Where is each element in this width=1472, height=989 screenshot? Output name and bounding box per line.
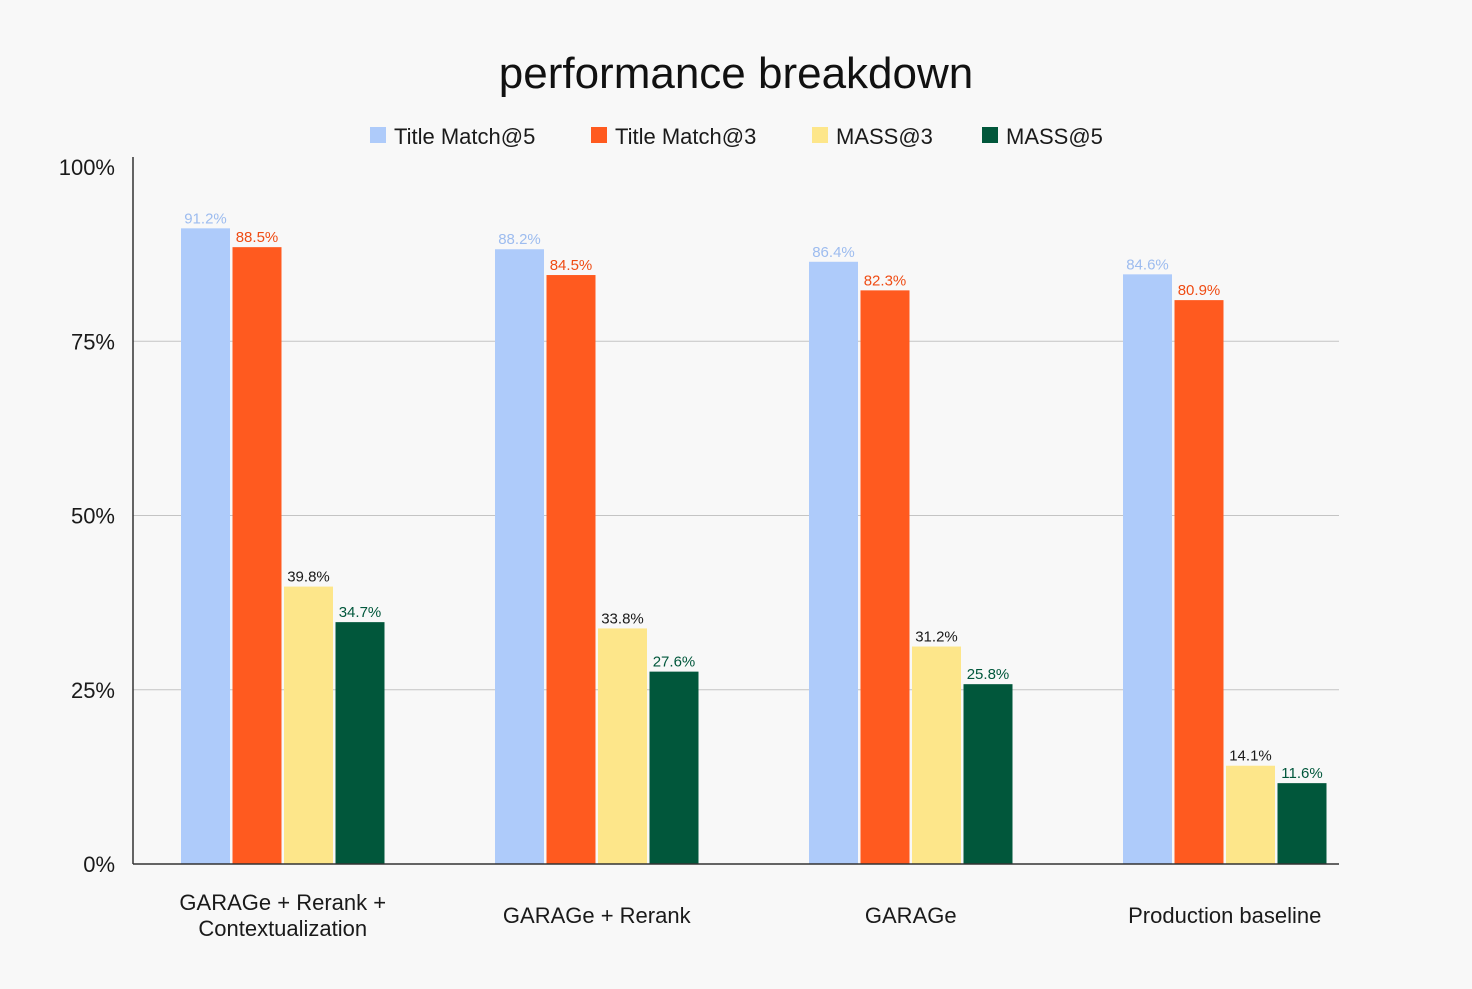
- bar: [963, 684, 1013, 864]
- y-tick-label: 100%: [59, 155, 115, 180]
- bar: [495, 249, 544, 865]
- bar: [284, 586, 333, 864]
- y-tick-label: 0%: [83, 852, 115, 877]
- legend-label: Title Match@3: [615, 124, 756, 149]
- bar: [809, 261, 858, 864]
- legend-label: MASS@5: [1006, 124, 1103, 149]
- data-label: 91.2%: [184, 210, 227, 227]
- data-label: 84.5%: [550, 257, 593, 274]
- x-category-label: GARAGe: [865, 903, 957, 928]
- bar: [1226, 765, 1275, 864]
- bar: [335, 622, 385, 864]
- x-category-label: GARAGe + Rerank + Contextualization: [179, 890, 386, 941]
- chart-title: performance breakdown: [499, 49, 973, 98]
- data-label: 27.6%: [653, 654, 696, 671]
- legend-swatch: [591, 127, 607, 143]
- data-label: 25.8%: [967, 666, 1010, 683]
- bar: [860, 290, 910, 864]
- y-tick-label: 75%: [71, 329, 115, 354]
- x-category-label: GARAGe + Rerank: [503, 903, 692, 928]
- data-label: 11.6%: [1281, 765, 1322, 782]
- data-label: 80.9%: [1178, 282, 1221, 299]
- x-axis-categories: GARAGe + Rerank + ContextualizationGARAGe…: [179, 890, 1321, 941]
- data-label: 34.7%: [339, 604, 382, 621]
- y-tick-label: 25%: [71, 678, 115, 703]
- x-category-label-line: Contextualization: [198, 916, 367, 941]
- x-category-label-line: GARAGe + Rerank +: [179, 890, 386, 915]
- legend: Title Match@5 Title Match@3 MASS@3 MASS@5: [370, 124, 1103, 149]
- legend-label: MASS@3: [836, 124, 933, 149]
- data-label: 14.1%: [1229, 748, 1272, 765]
- legend-swatch: [982, 127, 998, 143]
- bar: [649, 671, 699, 864]
- x-category-label: Production baseline: [1128, 903, 1321, 928]
- bars: [181, 228, 1327, 865]
- data-label: 86.4%: [812, 244, 855, 261]
- bar: [232, 247, 282, 864]
- y-tick-label: 50%: [71, 504, 115, 529]
- data-label: 39.8%: [287, 569, 330, 586]
- bar: [1174, 300, 1224, 864]
- bar: [1277, 783, 1327, 864]
- bar: [546, 275, 596, 864]
- data-label: 84.6%: [1126, 256, 1169, 273]
- bar: [912, 646, 961, 864]
- bar: [598, 628, 647, 864]
- legend-label: Title Match@5: [394, 124, 535, 149]
- data-labels: 91.2% 88.5% 39.8% 34.7% 88.2% 84.5% 33.8% 27.6%…: [184, 210, 1322, 782]
- data-label: 33.8%: [601, 610, 644, 627]
- bar: [181, 228, 230, 864]
- data-label: 88.2%: [498, 231, 541, 248]
- legend-swatch: [812, 127, 828, 143]
- data-label: 88.5%: [236, 229, 279, 246]
- data-label: 82.3%: [864, 272, 907, 289]
- y-axis-ticks: 0% 25% 50% 75% 100%: [59, 155, 115, 877]
- legend-swatch: [370, 127, 386, 143]
- data-label: 31.2%: [915, 629, 958, 646]
- bar: [1123, 274, 1172, 864]
